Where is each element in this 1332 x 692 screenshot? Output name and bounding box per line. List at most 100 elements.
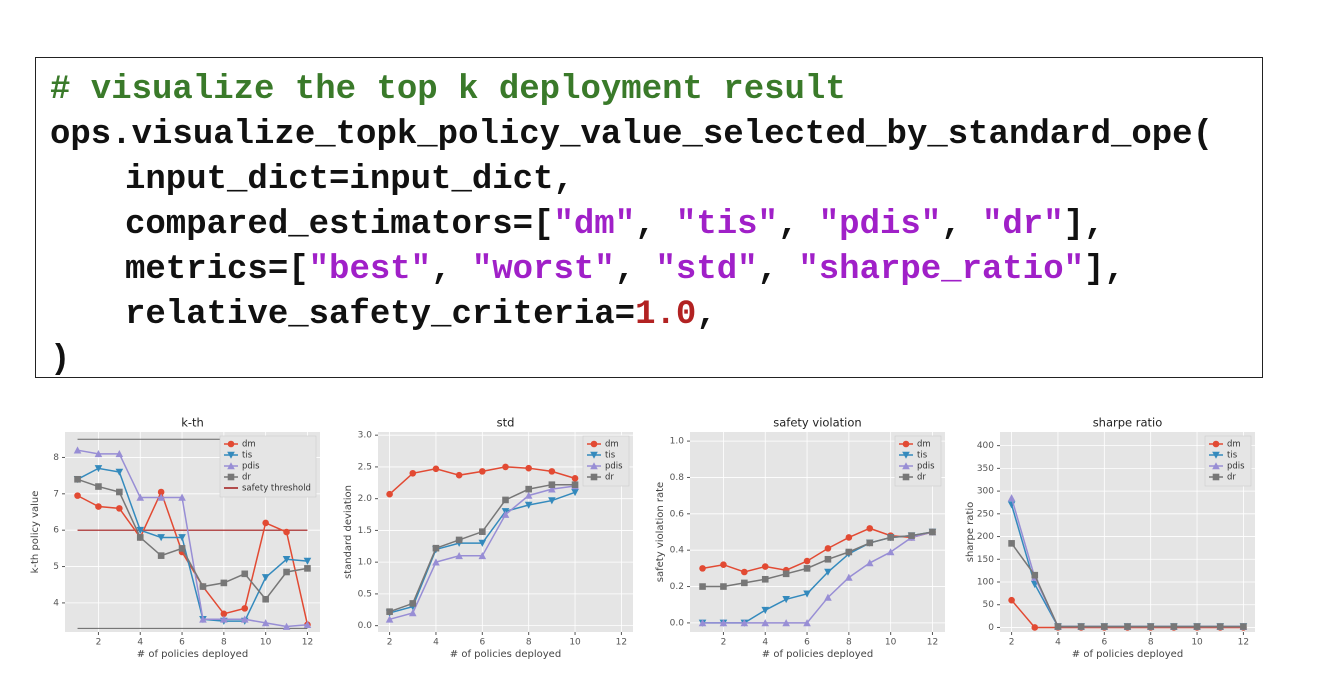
marker [220,610,228,618]
marker [282,622,291,630]
marker [824,555,832,563]
marker [1124,623,1131,630]
y-tick-label: 8 [53,453,59,463]
series-line [77,449,308,628]
marker [1147,623,1154,630]
legend-marker [1212,462,1220,470]
marker [386,490,393,498]
code-line: input_dict=input_dict, [50,158,1262,203]
legend-marker [227,473,235,481]
code: metrics=[ [125,251,309,289]
x-tick-label: 12 [927,638,938,648]
code: , [614,251,656,289]
y-tick-label: 0.0 [358,621,373,631]
legend-marker [902,473,910,481]
code-line: compared_estimators=["dm", "tis", "pdis"… [50,203,1262,248]
code: compared_estimators=[ [125,206,554,244]
marker [1054,623,1062,630]
code: , [941,206,982,244]
marker [94,465,103,473]
marker [824,593,832,601]
marker [761,563,769,570]
y-tick-label: 250 [977,509,994,519]
y-tick-label: 2.0 [358,494,373,504]
y-tick-label: 300 [977,487,994,497]
code: , [757,251,799,289]
code: ) [50,341,71,379]
code: ops.visualize_topk_policy_value_selected… [50,116,1213,154]
marker [261,619,270,627]
marker [1240,623,1247,630]
string: "worst" [471,251,615,289]
y-axis-label: safety violation rate [655,482,666,582]
y-tick-label: 5 [53,562,59,572]
chart-title: k-th [181,416,204,430]
y-tick-label: 1.0 [358,558,373,568]
marker [699,583,706,590]
marker [1008,596,1015,604]
x-tick-label: 12 [302,638,313,648]
marker [741,579,748,587]
legend-label: tis [605,451,616,461]
marker [761,606,770,614]
legend-label: dm [605,440,619,450]
legend-label: dm [1227,440,1241,450]
marker [502,463,509,471]
x-axis-label: # of policies deployed [1072,649,1183,660]
marker [524,491,533,499]
marker [1031,571,1039,579]
marker [157,493,165,501]
marker [720,561,727,569]
marker [571,489,579,497]
marker [178,493,186,501]
x-tick-label: 12 [1238,638,1249,648]
marker [304,565,311,572]
marker [761,619,770,627]
x-tick-label: 8 [221,638,227,648]
marker [1031,624,1039,631]
code: ], [1063,206,1105,244]
y-tick-label: 0.6 [670,509,685,519]
marker [803,590,811,598]
marker [803,557,811,565]
marker [502,496,509,504]
charts: k-th # of policies deployed k-th policy va… [30,416,1255,660]
legend-label: dr [1227,473,1236,483]
legend-marker [590,440,598,448]
y-axis-label: sharpe ratio [965,502,976,563]
marker [845,573,853,581]
legend-label: dm [917,440,931,450]
x-tick-label: 6 [479,638,485,648]
marker [157,488,165,496]
y-tick-label: 350 [977,464,994,474]
chart-title: safety violation [773,416,861,430]
marker [699,565,706,572]
x-tick-label: 4 [762,638,768,648]
marker [741,568,748,576]
marker [886,548,895,556]
y-tick-label: 0 [988,623,994,633]
marker [386,608,393,615]
series-line [702,531,933,624]
marker [548,468,556,475]
code-line: ) [50,338,1262,383]
marker [548,485,556,493]
number: 1.0 [635,296,697,334]
marker [241,605,249,612]
marker [73,446,82,454]
code-line: # visualize the top k deployment result [50,68,1262,113]
x-tick-label: 4 [433,638,439,648]
x-tick-label: 12 [616,638,627,648]
y-tick-label: 6 [53,526,59,536]
marker [220,579,228,587]
y-tick-label: 150 [977,555,994,565]
marker [803,565,811,572]
legend-label: safety threshold [242,484,311,494]
x-tick-label: 2 [96,638,102,648]
series-line [702,531,933,588]
y-axis-label: k-th policy value [30,491,41,574]
code: ], [1084,251,1125,289]
y-tick-label: 1.5 [358,526,372,536]
code-line: metrics=["best", "worst", "std", "sharpe… [50,248,1262,293]
marker [866,525,874,532]
